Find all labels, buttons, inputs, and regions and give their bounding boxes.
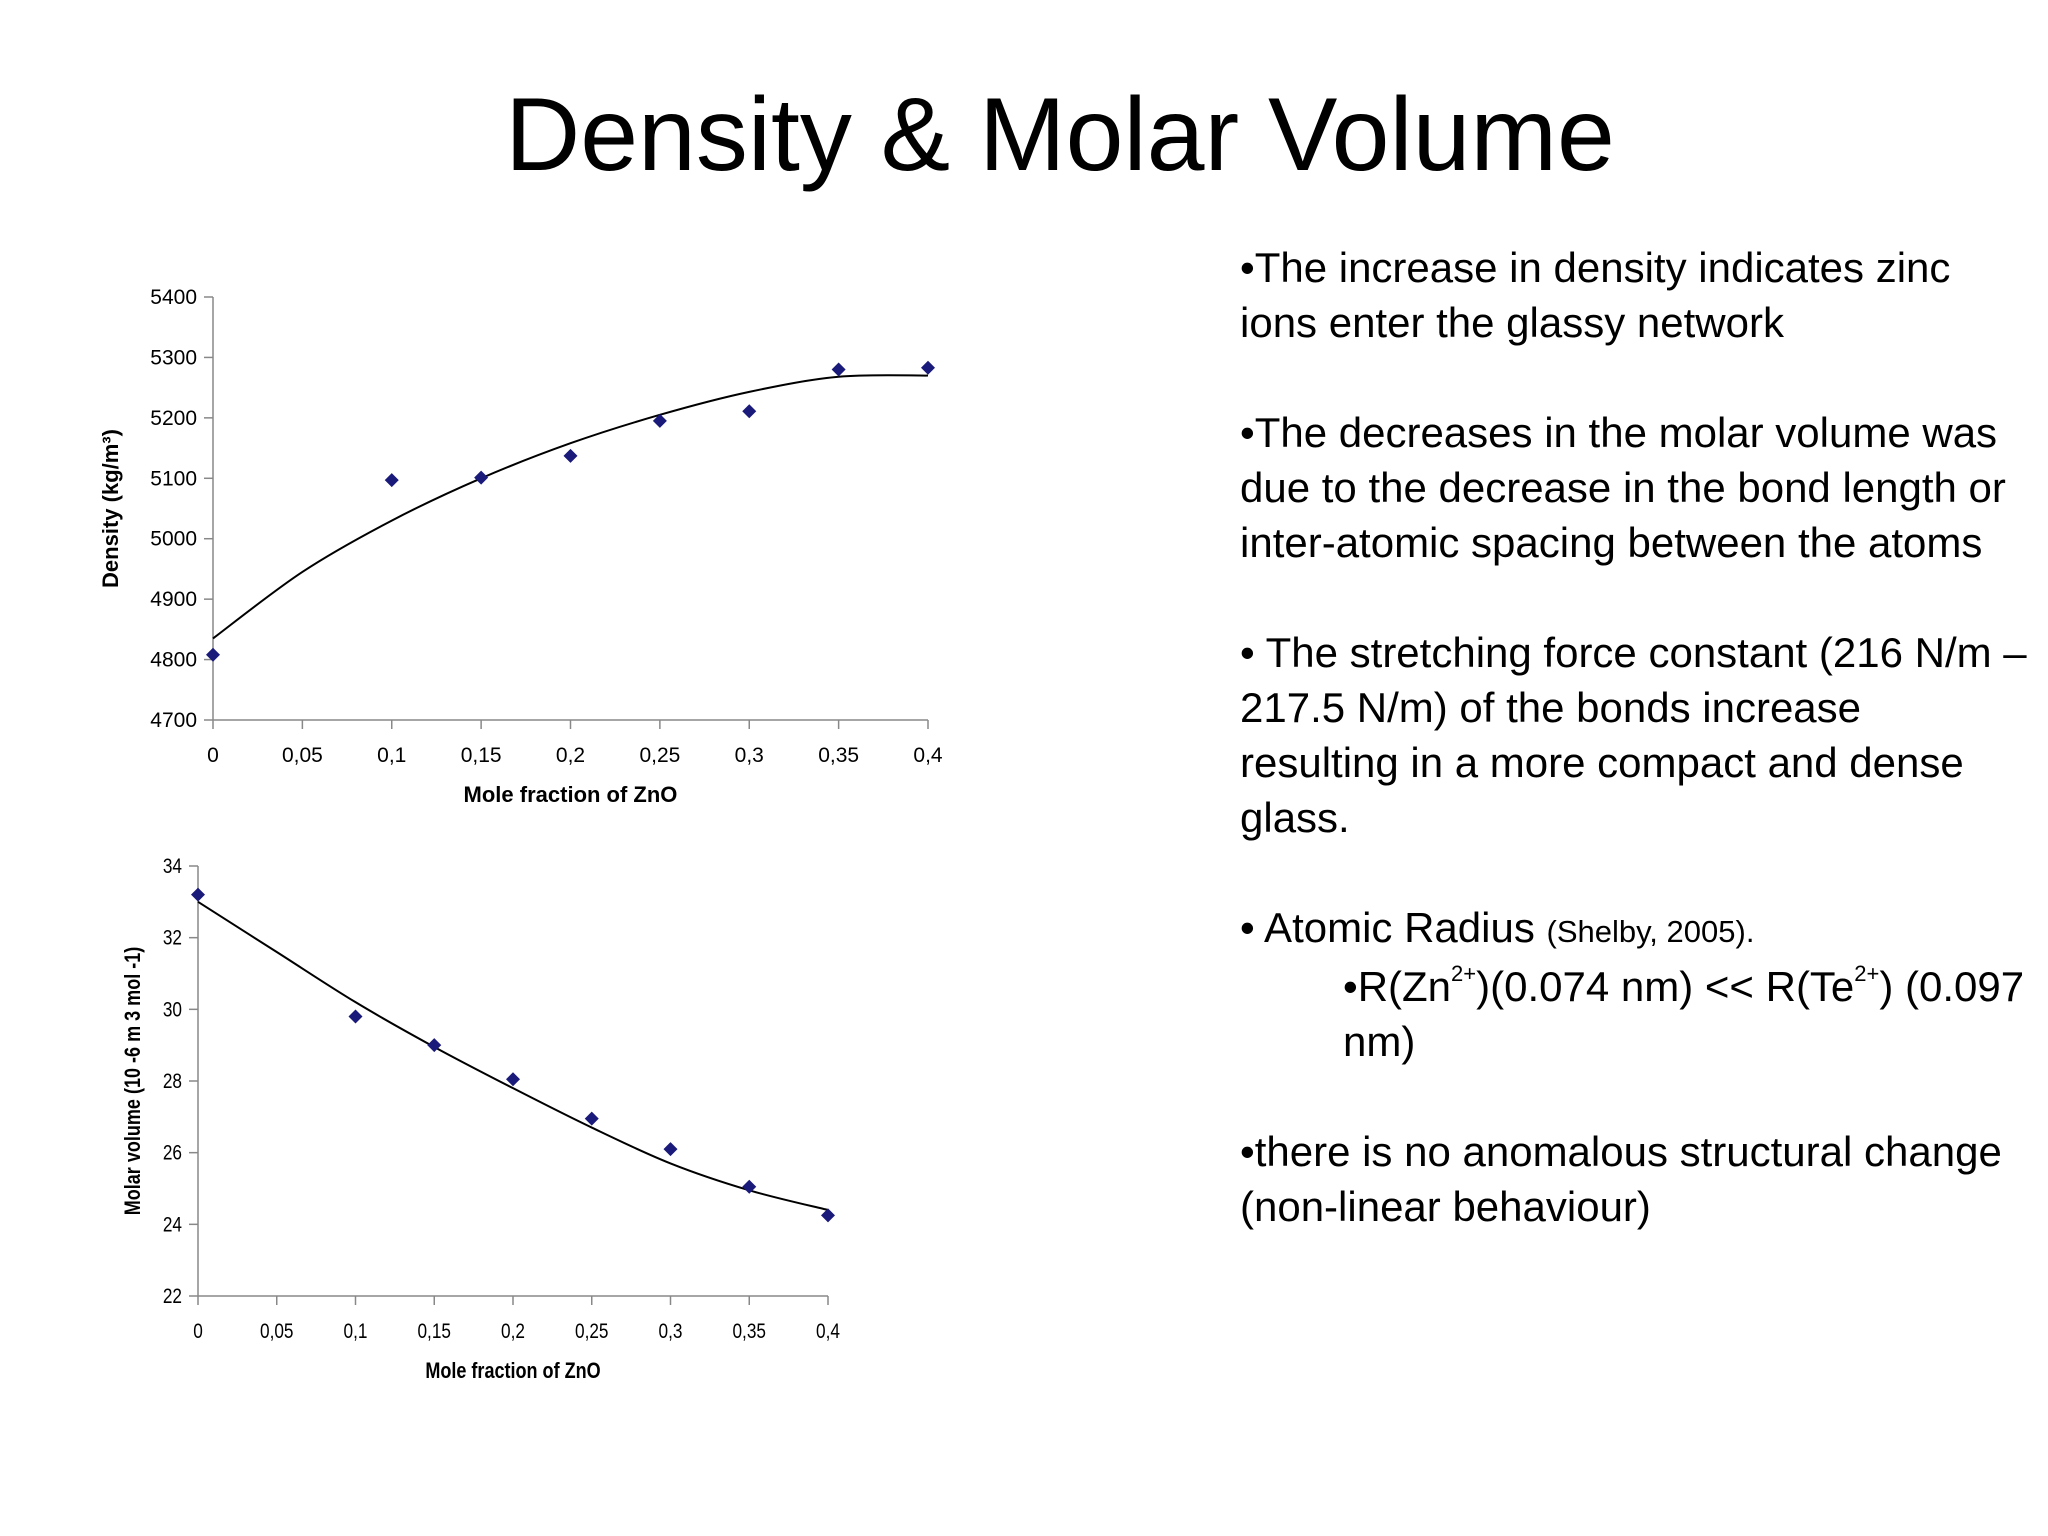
y-tick-label: 5200 <box>150 407 197 430</box>
data-point <box>191 887 205 902</box>
y-tick-label: 28 <box>163 1071 182 1094</box>
y-tick-label: 5300 <box>150 346 197 369</box>
data-point <box>821 1208 835 1223</box>
data-point <box>652 413 667 428</box>
data-point <box>348 1009 363 1024</box>
x-tick-label: 0,25 <box>575 1321 609 1344</box>
x-tick-label: 0,4 <box>913 744 943 767</box>
data-point <box>831 362 846 377</box>
data-point <box>563 448 578 463</box>
x-tick-label: 0,1 <box>377 744 406 767</box>
x-axis-title: Mole fraction of ZnO <box>464 782 678 807</box>
bullet-atomic-radius: • Atomic Radius (Shelby, 2005). <box>1240 900 2030 959</box>
bullet-molar-volume: •The decreases in the molar volume was d… <box>1240 409 2006 566</box>
trendline <box>197 900 829 1211</box>
x-tick-label: 0,3 <box>735 744 764 767</box>
x-tick-label: 0 <box>193 1321 203 1344</box>
y-tick-label: 4800 <box>150 649 197 672</box>
x-tick-label: 0,15 <box>461 744 502 767</box>
data-point <box>206 647 220 662</box>
y-tick-label: 26 <box>163 1142 182 1165</box>
molar-volume-chart: 0 0,05 0,1 0,15 0,2 0,25 0,3 0,35 0,4 22 24 26 28 30 3… <box>121 856 840 1384</box>
radius-text-c: ) (0.097 nm) <box>1343 963 2025 1065</box>
x-tick-label: 0 <box>207 744 219 767</box>
density-chart: 0 0,05 0,1 0,15 0,2 0,25 0,3 0,35 0,4 4700 4800 490… <box>98 286 943 807</box>
data-point <box>384 473 399 488</box>
x-tick-label: 0,05 <box>260 1321 294 1344</box>
x-tick-label: 0,05 <box>282 744 323 767</box>
y-tick-label: 30 <box>163 999 182 1022</box>
y-tick-label: 24 <box>163 1214 182 1237</box>
radius-text-b: )(0.074 nm) << R(Te <box>1476 963 1855 1010</box>
page-title: Density & Molar Volume <box>505 77 1615 193</box>
zn-charge: 2+ <box>1451 961 1477 986</box>
y-axis-title: Molar volume (10 -6 m 3 mol -1) <box>121 947 145 1216</box>
x-axis-title: Mole fraction of ZnO <box>425 1359 600 1383</box>
bullet-force-constant: • The stretching force constant (216 N/m… <box>1240 629 2027 841</box>
te-charge: 2+ <box>1854 961 1880 986</box>
x-tick-label: 0,35 <box>818 744 859 767</box>
x-tick-label: 0,15 <box>417 1321 451 1344</box>
citation-note: (Shelby, 2005). <box>1546 914 1755 949</box>
y-tick-label: 5000 <box>150 528 197 551</box>
x-tick-label: 0,3 <box>659 1321 683 1344</box>
y-axis-title: Density (kg/m³) <box>98 429 123 588</box>
data-point <box>506 1072 520 1087</box>
x-tick-label: 0,25 <box>639 744 680 767</box>
bullet-density: •The increase in density indicates zinc … <box>1240 244 1951 346</box>
y-tick-label: 4700 <box>150 709 197 732</box>
y-tick-label: 4900 <box>150 588 197 611</box>
bullet-list: •The increase in density indicates zinc … <box>1240 240 2030 1289</box>
data-point <box>663 1142 678 1157</box>
y-tick-label: 32 <box>163 927 182 950</box>
x-tick-label: 0,2 <box>501 1321 525 1344</box>
data-point <box>427 1038 442 1053</box>
x-tick-label: 0,4 <box>816 1321 840 1344</box>
x-tick-label: 0,1 <box>344 1321 368 1344</box>
data-point <box>742 1179 757 1194</box>
y-tick-label: 5100 <box>150 467 197 490</box>
x-tick-label: 0,2 <box>556 744 585 767</box>
x-tick-label: 0,35 <box>732 1321 766 1344</box>
y-tick-label: 5400 <box>150 286 197 309</box>
sub-bullet-radius-compare: •R(Zn2+)(0.074 nm) << R(Te2+) (0.097 nm) <box>1343 959 2030 1069</box>
data-point <box>921 360 935 375</box>
y-tick-label: 34 <box>163 856 182 879</box>
radius-text-a: •R(Zn <box>1343 963 1452 1010</box>
y-tick-label: 22 <box>163 1286 182 1309</box>
bullet-no-anomaly: •there is no anomalous structural change… <box>1240 1128 2002 1230</box>
data-point <box>584 1111 599 1126</box>
data-point <box>474 470 489 485</box>
atomic-radius-label: • Atomic Radius <box>1240 904 1535 951</box>
trendline <box>212 374 929 640</box>
data-point <box>742 404 757 419</box>
